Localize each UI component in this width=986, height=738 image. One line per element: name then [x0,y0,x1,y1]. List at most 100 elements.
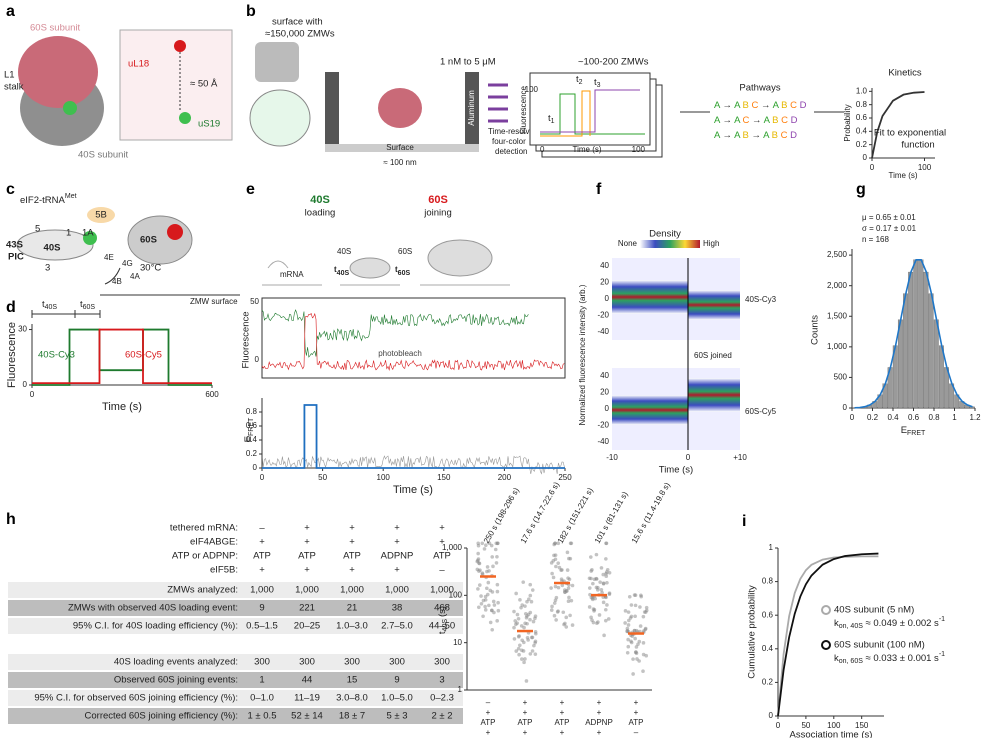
x-tick-label: 1.2 [969,413,981,422]
point [631,657,635,661]
axis-label: Time (s) [572,145,601,154]
condition: ATP [555,718,570,727]
point [491,599,496,604]
point [525,635,530,640]
point [496,600,500,605]
point [520,638,524,643]
point [641,614,646,619]
cell: + [394,523,400,534]
label: Time-resolved [488,127,538,136]
point [554,564,558,569]
point [641,641,646,645]
x-tick-label: 0 [30,390,35,399]
t-sub: 2 [579,79,583,86]
pathway-char: A [734,100,741,111]
point [480,572,485,577]
y-tick-label: 0.6 [246,421,258,430]
y-tick-label: 100 [449,590,463,599]
point [565,550,570,555]
panel-a: a 60S subunit L1 stalk uL18 ≈ 50 Å uS19 … [4,3,233,161]
point [606,617,611,621]
rate: ≈ 0.049 ± 0.002 s [863,618,939,629]
cell: + [304,565,310,576]
point [626,644,631,649]
bar [918,259,924,409]
pathway-char: D [800,100,807,111]
y-tick-label: 20 [600,388,609,397]
pathway-char: C [781,130,788,141]
panel-label: b [246,3,256,20]
point [604,557,608,561]
point [532,643,536,648]
x-tick-label: 50 [801,721,810,730]
point [626,637,630,642]
y-tick-label: 1.0 [856,86,868,95]
cell: 0–2.3 [430,693,454,704]
cell: 300 [344,657,360,668]
cell: 44 [302,675,313,686]
condition: + [486,728,491,737]
label: ≈ 100 nm [383,158,417,167]
y-tick-label: 0 [23,380,28,389]
trace [540,90,591,137]
point [559,577,564,581]
cell: 1,000 [385,585,409,596]
point [566,576,570,580]
y-tick-label: 0.4 [856,126,868,135]
pathway-char: → [761,100,771,111]
rate-sup: -1 [939,616,945,623]
condition: ADPNP [585,718,613,727]
pathway-char: A [714,115,721,126]
row-bg [8,690,463,706]
point [623,609,628,613]
label: ≈ 50 Å [190,79,218,90]
point [591,607,596,611]
legend-entry: 60S-Cy5 [125,350,162,361]
label: 30°C [140,263,161,274]
point [520,657,524,661]
pathway: A → A B → A B C D [714,130,797,141]
y-tick-label: 2,500 [827,250,848,259]
chart-title: Kinetics [888,68,922,79]
cell: 1,000 [340,585,364,596]
cell: 0–1.0 [250,693,274,704]
cell: 300 [434,657,450,668]
subunit-label: 60S subunit [30,23,81,34]
t: t [395,265,398,274]
label: Surface [386,143,414,152]
cell: + [349,523,355,534]
point [516,646,521,651]
point [556,541,561,546]
point [524,615,529,620]
label: loading [305,208,336,219]
point [486,580,491,585]
point [552,613,557,618]
point [533,639,538,644]
point [476,551,480,556]
cell: 1,000 [295,585,319,596]
cell: – [439,565,445,576]
label: ≈ 100 nm [339,93,348,127]
point [533,614,538,618]
cell: ATP [298,551,316,562]
panel-e: e 40S loading 60S joining mRNA 40S t40S … [241,181,566,475]
dye-green [63,101,77,115]
panel-b: b surface with ≈150,000 ZMWs 1 nM to 5 μ… [246,3,844,167]
point [519,624,524,628]
cell: 21 [347,603,358,614]
rate-sup: -1 [939,651,945,658]
value-label: 17.6 s (14.7-22.6 s) [519,480,562,545]
y-tick-label: 0 [843,403,848,412]
label: 1 nM to 5 μM [440,57,496,68]
label: PIC [8,252,24,263]
y-tick-label: 0.8 [856,100,868,109]
x-tick-label: 100 [918,163,932,172]
legend-entry: 60S subunit (100 nM) [834,640,925,651]
t: t [334,265,337,274]
point [485,565,490,569]
label: ~100-200 ZMWs [578,57,649,68]
pathway: A → A C → A B C D [714,115,798,126]
point [520,603,525,607]
legend-entry: 40S subunit (5 nM) [834,605,914,616]
point [591,581,595,586]
